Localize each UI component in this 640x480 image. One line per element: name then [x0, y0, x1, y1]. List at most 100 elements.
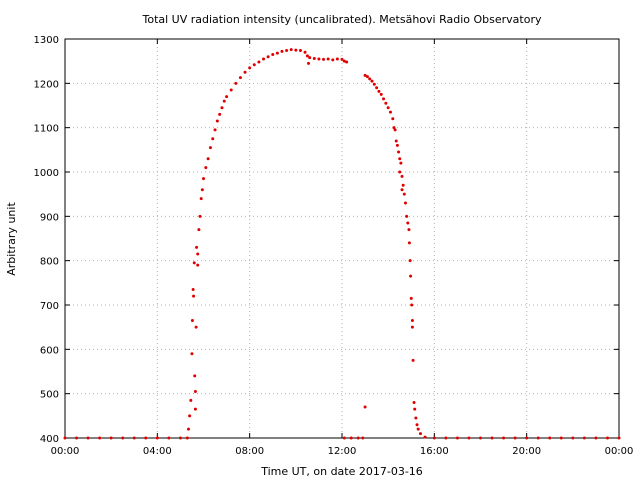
data-point [305, 54, 309, 58]
x-tick-label: 16:00 [420, 446, 449, 457]
x-axis-label: Time UT, on date 2017-03-16 [260, 465, 423, 478]
data-point [303, 50, 307, 54]
data-point [262, 57, 266, 61]
data-point [467, 436, 471, 440]
data-point [213, 128, 217, 132]
axis-ticks: 00:00 04:00 08:00 12:00 16:00 20:00 00:0040050… [34, 35, 634, 457]
data-point [194, 325, 198, 329]
data-point [377, 89, 381, 93]
data-point [225, 95, 229, 99]
data-point [410, 325, 414, 329]
data-point [289, 48, 293, 52]
data-point [502, 436, 506, 440]
data-point [365, 75, 369, 79]
data-point [372, 82, 376, 86]
data-point [220, 106, 224, 110]
data-point [195, 245, 199, 249]
data-point [308, 56, 312, 60]
y-tick-label: 900 [40, 212, 59, 223]
data-point [513, 436, 517, 440]
data-point [342, 59, 346, 63]
data-point [349, 436, 353, 440]
x-tick-label: 00:00 [51, 446, 80, 457]
data-point [312, 57, 316, 61]
data-point [479, 436, 482, 440]
data-point [197, 228, 201, 232]
data-point [294, 48, 298, 52]
data-point [391, 117, 395, 121]
data-point [413, 407, 417, 411]
data-point [307, 61, 311, 65]
data-point [525, 436, 529, 440]
data-point [379, 92, 383, 96]
data-point [155, 436, 159, 440]
data-point [191, 287, 195, 291]
x-tick-label: 08:00 [235, 446, 264, 457]
data-point [167, 436, 171, 440]
data-point [384, 101, 388, 105]
y-tick-label: 1100 [34, 124, 59, 135]
data-point [271, 53, 275, 57]
data-point [594, 436, 598, 440]
data-point [398, 170, 402, 174]
data-point [208, 146, 212, 150]
data-point [132, 436, 136, 440]
y-tick-label: 800 [40, 257, 59, 268]
data-point [109, 436, 113, 440]
data-point [345, 60, 349, 64]
data-point [285, 49, 289, 53]
data-point [414, 416, 418, 420]
data-point [403, 201, 407, 205]
data-point [204, 166, 208, 170]
data-point [400, 174, 404, 178]
y-tick-label: 700 [40, 301, 59, 312]
data-point [382, 97, 386, 101]
data-point [218, 112, 222, 116]
data-point [98, 436, 102, 440]
data-point [257, 60, 261, 64]
data-point [407, 228, 411, 232]
plot-frame [64, 38, 620, 439]
data-point [243, 70, 247, 74]
data-point [444, 436, 448, 440]
data-point [416, 427, 420, 431]
data-point [386, 106, 390, 110]
data-point [196, 263, 200, 267]
data-point [410, 303, 414, 307]
data-point [335, 57, 339, 61]
data-point [398, 157, 402, 161]
data-point [326, 57, 330, 61]
data-point [423, 435, 427, 439]
data-point [412, 401, 416, 405]
data-points [63, 48, 621, 440]
data-point [408, 259, 412, 263]
x-tick-label: 00:00 [605, 446, 634, 457]
data-point [86, 436, 90, 440]
data-point [407, 241, 411, 245]
data-point [571, 436, 575, 440]
y-tick-label: 600 [40, 345, 59, 356]
grid-lines [65, 39, 619, 438]
data-point [368, 77, 372, 81]
chart-title: Total UV radiation intensity (uncalibrat… [142, 13, 542, 26]
x-tick-label: 12:00 [328, 446, 357, 457]
data-point [198, 214, 202, 218]
data-point [234, 81, 238, 85]
x-tick-label: 04:00 [143, 446, 172, 457]
data-point [393, 128, 397, 132]
data-point [185, 436, 189, 440]
data-point [188, 414, 192, 418]
data-point [229, 88, 233, 92]
data-point [200, 188, 204, 192]
y-tick-label: 1300 [34, 35, 59, 46]
data-point [418, 432, 422, 436]
data-point [559, 436, 563, 440]
data-point [388, 110, 392, 114]
data-point [63, 436, 67, 440]
data-point [144, 436, 148, 440]
data-point [238, 76, 242, 80]
y-tick-label: 400 [40, 434, 59, 445]
y-tick-label: 1000 [34, 168, 59, 179]
y-axis-label: Arbitrary unit [5, 202, 18, 276]
data-point [211, 137, 215, 141]
